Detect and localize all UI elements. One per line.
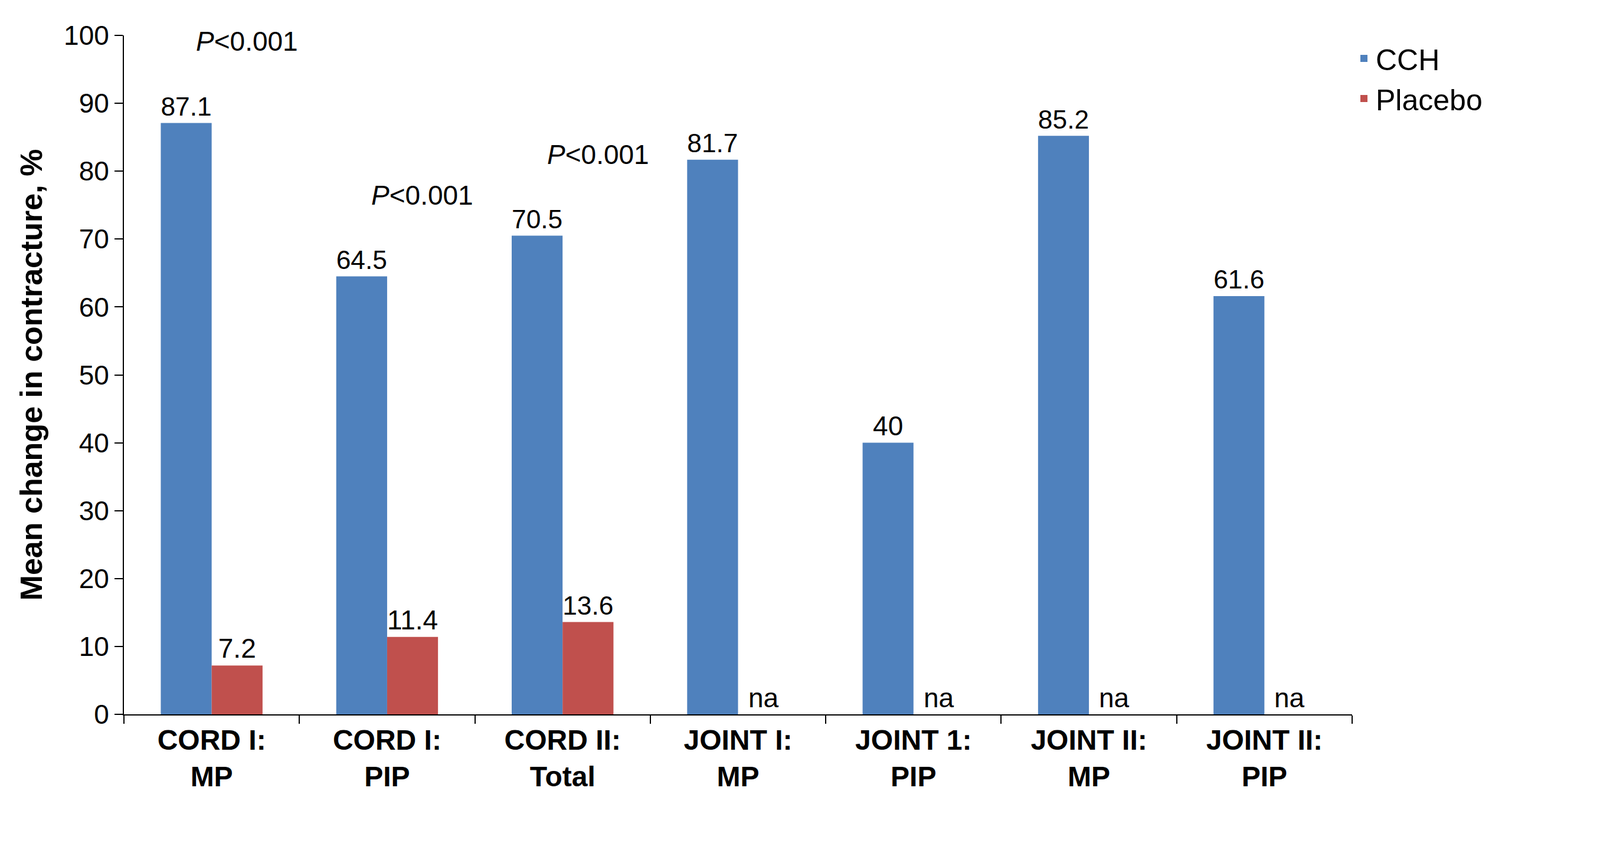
svg-text:20: 20 <box>79 563 110 595</box>
svg-text:JOINT I:MP: JOINT I:MP <box>683 724 793 793</box>
svg-text:64.5: 64.5 <box>336 245 388 275</box>
svg-text:60: 60 <box>79 292 110 323</box>
svg-text:7.2: 7.2 <box>218 633 257 664</box>
svg-text:90: 90 <box>79 87 110 119</box>
svg-text:50: 50 <box>79 360 110 391</box>
svg-text:81.7: 81.7 <box>686 128 738 158</box>
svg-text:na: na <box>1098 682 1130 714</box>
svg-text:70: 70 <box>79 223 110 255</box>
svg-text:P<0.001: P<0.001 <box>371 180 474 211</box>
svg-text:CORD I:MP: CORD I:MP <box>157 724 267 793</box>
svg-text:40: 40 <box>79 427 110 459</box>
svg-text:JOINT II:PIP: JOINT II:PIP <box>1206 724 1323 793</box>
svg-text:P<0.001: P<0.001 <box>547 139 650 170</box>
svg-text:na: na <box>923 682 955 714</box>
svg-text:11.4: 11.4 <box>387 604 438 636</box>
svg-text:CCH: CCH <box>1375 43 1440 77</box>
svg-text:Mean change in contracture, %: Mean change in contracture, % <box>14 149 49 602</box>
svg-text:10: 10 <box>79 631 110 663</box>
svg-text:13.6: 13.6 <box>562 591 614 621</box>
svg-text:70.5: 70.5 <box>511 204 563 234</box>
svg-text:80: 80 <box>79 155 110 187</box>
svg-text:JOINT II:MP: JOINT II:MP <box>1030 724 1147 793</box>
svg-text:30: 30 <box>79 495 110 527</box>
svg-text:0: 0 <box>93 699 110 731</box>
svg-text:100: 100 <box>63 20 110 51</box>
svg-text:CORD I:PIP: CORD I:PIP <box>332 724 442 793</box>
svg-text:JOINT 1:PIP: JOINT 1:PIP <box>855 724 972 793</box>
svg-text:61.6: 61.6 <box>1213 264 1265 294</box>
svg-text:P<0.001: P<0.001 <box>195 25 299 57</box>
svg-text:na: na <box>748 682 780 714</box>
svg-text:87.1: 87.1 <box>160 92 212 121</box>
svg-text:Placebo: Placebo <box>1375 83 1483 117</box>
svg-text:na: na <box>1274 682 1305 714</box>
svg-text:40: 40 <box>872 410 903 442</box>
svg-text:CORD II:Total: CORD II:Total <box>504 724 621 793</box>
svg-text:85.2: 85.2 <box>1038 105 1089 134</box>
